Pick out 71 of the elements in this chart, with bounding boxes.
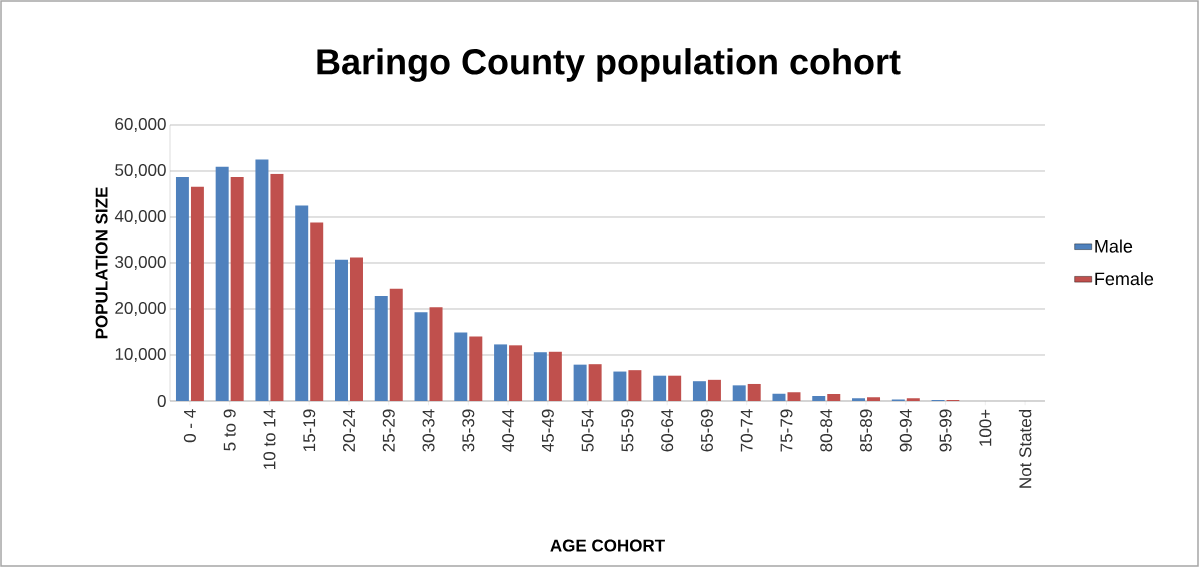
bar <box>787 392 801 401</box>
bar <box>295 205 309 401</box>
x-tick-label: 45-49 <box>541 409 554 452</box>
bar <box>533 352 547 401</box>
x-tick-label: 25-29 <box>382 409 395 452</box>
legend-label: Female <box>1095 271 1154 286</box>
bar <box>349 257 363 401</box>
y-tick-label: 40,000 <box>114 209 166 225</box>
y-tick-label: 60,000 <box>115 117 166 133</box>
bar <box>707 379 721 401</box>
bar <box>906 398 920 401</box>
bar <box>732 385 746 401</box>
chart-title: Baringo County population cohort <box>317 48 901 82</box>
bar <box>548 351 562 401</box>
x-tick-label: 80-84 <box>820 409 833 452</box>
bar <box>867 397 881 401</box>
x-tick-label: 30-34 <box>422 409 435 452</box>
y-tick-label: 10,000 <box>115 347 166 363</box>
bar <box>494 344 508 401</box>
x-tick-label: 40-44 <box>502 409 515 452</box>
bar <box>613 371 627 401</box>
bar <box>414 312 428 401</box>
bar <box>255 159 269 401</box>
bar <box>230 176 244 401</box>
x-tick-label: 35-39 <box>462 409 475 452</box>
bar <box>454 332 468 401</box>
bar <box>628 370 642 401</box>
x-tick-label: Not Stated <box>1018 409 1032 488</box>
bar <box>852 398 866 401</box>
bar <box>270 173 284 401</box>
y-tick-label: 0 <box>157 394 166 408</box>
x-tick-label: 15-19 <box>303 409 316 451</box>
x-tick-label: 100+ <box>979 409 992 446</box>
bar <box>772 393 786 401</box>
bar <box>334 259 348 401</box>
bar <box>668 375 682 401</box>
x-tick-label: 75-79 <box>780 409 793 452</box>
bar <box>190 186 204 401</box>
x-tick-label: 65-69 <box>700 409 713 452</box>
bar <box>389 288 403 401</box>
bar <box>812 395 826 401</box>
y-tick-label: 30,000 <box>115 255 166 271</box>
bar <box>573 364 587 401</box>
bar <box>175 176 189 401</box>
x-axis-title: AGE COHORT <box>550 539 665 552</box>
bar <box>215 166 229 401</box>
bar <box>692 381 706 401</box>
x-tick-label: 5 to 9 <box>223 409 236 451</box>
x-tick-label: 10 to 14 <box>263 409 276 469</box>
x-tick-label: 55-59 <box>621 409 634 452</box>
x-tick-label: 0 - 4 <box>183 409 196 443</box>
bar <box>588 364 602 401</box>
x-tick-label: 85-89 <box>860 409 873 452</box>
x-tick-label: 70-74 <box>740 409 753 452</box>
y-axis-title: POPULATION SIZE <box>95 187 108 339</box>
x-tick-label: 50-54 <box>581 409 594 452</box>
x-tick-label: 20-24 <box>342 409 356 452</box>
bar <box>374 296 388 401</box>
x-tick-label: 95-99 <box>939 409 952 452</box>
bar <box>310 222 324 401</box>
y-tick-label: 20,000 <box>115 301 166 317</box>
bar <box>429 307 443 401</box>
bar <box>509 345 523 401</box>
bar <box>469 336 483 401</box>
legend-label: Male <box>1095 239 1133 253</box>
bar <box>653 375 667 401</box>
bar <box>827 394 841 401</box>
x-tick-label: 60-64 <box>661 409 674 452</box>
bar <box>747 383 761 401</box>
y-tick-label: 50,000 <box>115 163 166 179</box>
x-tick-label: 90-94 <box>899 409 912 452</box>
